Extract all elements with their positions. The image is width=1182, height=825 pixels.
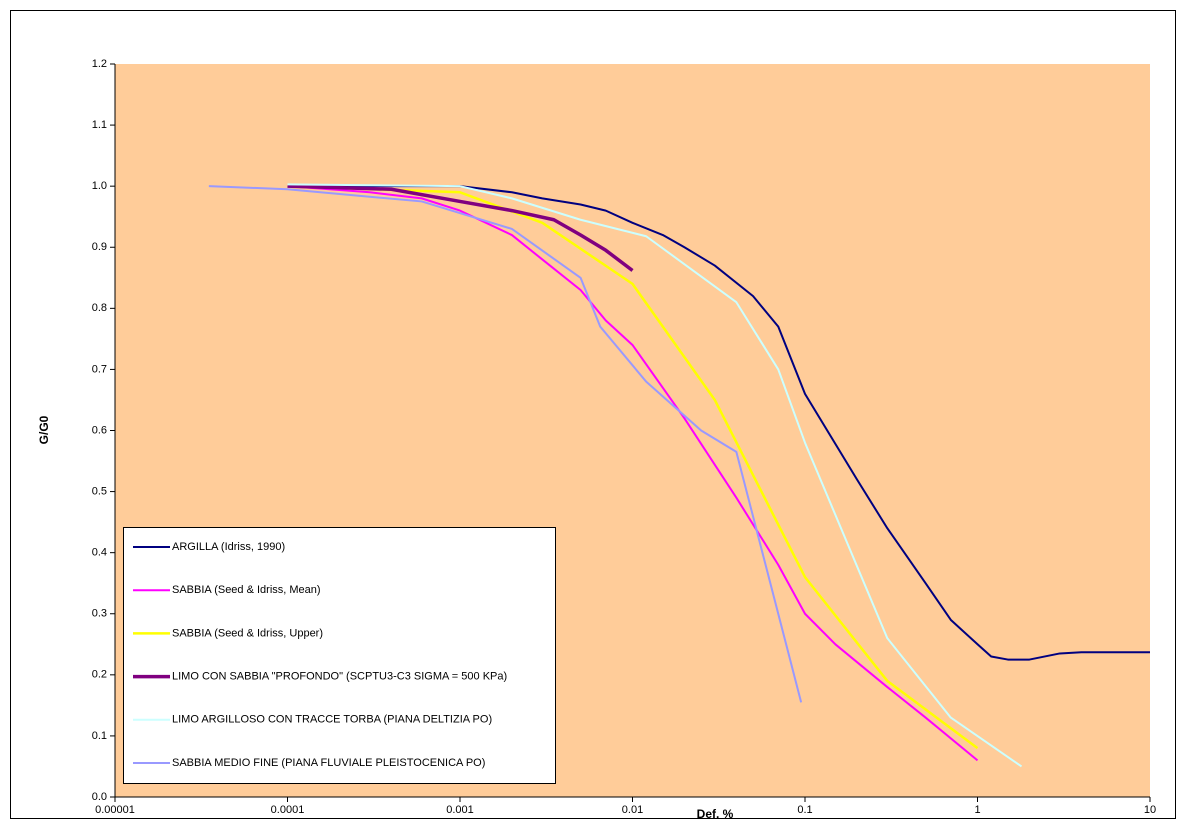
y-axis-label: G/G0 <box>37 415 51 444</box>
x-tick-label: 0.1 <box>797 804 812 816</box>
legend-box <box>123 527 556 784</box>
legend-label: SABBIA (Seed & Idriss, Mean) <box>172 584 321 596</box>
legend-label: SABBIA MEDIO FINE (PIANA FLUVIALE PLEIST… <box>172 757 485 769</box>
legend-label: SABBIA (Seed & Idriss, Upper) <box>172 627 323 639</box>
y-tick-label: 0.9 <box>92 241 107 253</box>
series-line <box>208 185 803 703</box>
y-tick-label: 1.0 <box>92 180 107 192</box>
y-tick-label: 0.6 <box>92 424 107 436</box>
series-line <box>287 183 1023 768</box>
legend-label: ARGILLA (Idriss, 1990) <box>172 541 285 553</box>
legend-label: LIMO ARGILLOSO CON TRACCE TORBA (PIANA D… <box>172 714 492 726</box>
legend-label: LIMO CON SABBIA "PROFONDO" (SCPTU3-C3 SI… <box>172 671 507 683</box>
series-line <box>287 184 634 272</box>
y-tick-label: 0.2 <box>92 669 107 681</box>
y-tick-label: 0.7 <box>92 363 107 375</box>
x-tick-label: 0.0001 <box>271 804 305 816</box>
x-tick-label: 0.001 <box>446 804 474 816</box>
y-tick-label: 0.3 <box>92 608 107 620</box>
x-tick-label: 0.00001 <box>95 804 135 816</box>
x-tick-label: 1 <box>974 804 980 816</box>
y-tick-label: 0.0 <box>92 791 107 803</box>
y-tick-label: 0.4 <box>92 547 107 559</box>
x-axis-label: Def. % <box>697 807 734 821</box>
y-tick-label: 0.1 <box>92 730 107 742</box>
y-tick-label: 0.5 <box>92 485 107 497</box>
y-tick-label: 0.8 <box>92 302 107 314</box>
series-line <box>287 184 979 750</box>
y-tick-label: 1.1 <box>92 119 107 131</box>
x-tick-label: 0.01 <box>622 804 643 816</box>
x-tick-label: 10 <box>1144 804 1156 816</box>
y-tick-label: 1.2 <box>92 58 107 70</box>
series-line <box>287 185 979 762</box>
series-line <box>287 185 1150 661</box>
